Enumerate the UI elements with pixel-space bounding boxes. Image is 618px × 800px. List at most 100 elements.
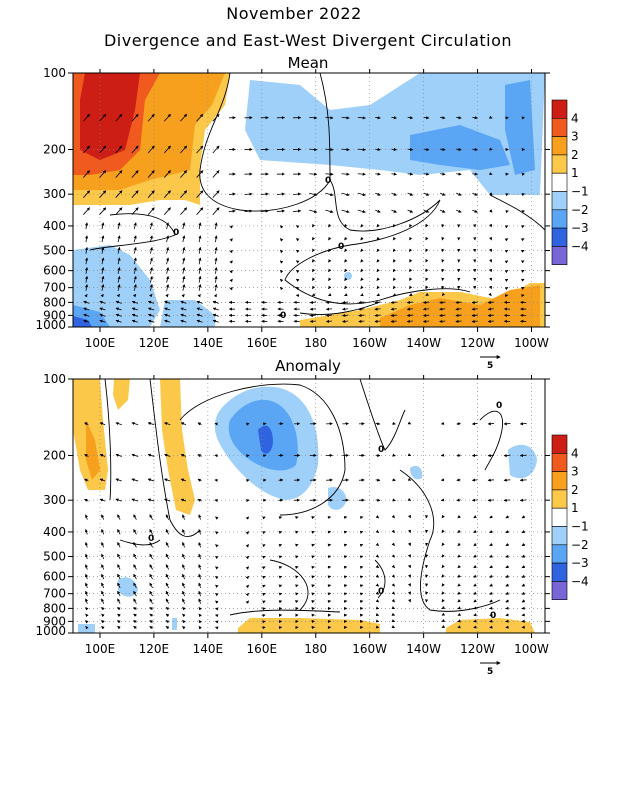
vector-arrow	[166, 257, 170, 265]
vector-arrow	[117, 553, 121, 560]
vector-arrow	[245, 555, 249, 560]
vector-arrow	[311, 555, 315, 559]
vector-arrow	[309, 319, 316, 323]
vector-arrow	[439, 192, 446, 196]
vector-arrow	[196, 170, 204, 178]
vector-arrow	[245, 566, 249, 570]
vector-arrow	[101, 266, 105, 274]
vector-arrow	[295, 543, 299, 547]
vector-arrow	[198, 283, 202, 291]
vector-arrow	[279, 278, 284, 283]
vector-arrow	[343, 584, 348, 588]
vector-arrow	[473, 599, 477, 603]
vector-arrow	[214, 266, 218, 274]
vector-arrow	[117, 564, 121, 570]
vector-arrow	[165, 613, 170, 617]
vector-arrow	[99, 307, 106, 311]
anomaly-conv-region-8	[172, 618, 177, 630]
vector-arrow	[295, 269, 300, 274]
vector-arrow	[312, 248, 316, 253]
vector-arrow	[196, 319, 203, 323]
vector-arrow	[212, 113, 220, 122]
colorbar-label: 4	[571, 111, 579, 125]
vector-arrow	[503, 422, 511, 426]
vector-arrow	[166, 283, 170, 291]
vector-arrow	[441, 236, 445, 241]
vector-arrow	[327, 530, 332, 534]
vector-arrow	[441, 598, 445, 603]
colorbar-label: −4	[571, 574, 589, 588]
y-tick-label: 200	[43, 448, 66, 462]
vector-arrow	[147, 498, 155, 502]
vector-arrow	[425, 223, 429, 228]
vector-arrow	[489, 268, 493, 273]
vector-arrow	[182, 266, 186, 274]
vector-arrow	[149, 257, 153, 265]
anomaly-panel-title: Anomaly	[275, 357, 341, 375]
x-tick-label: 160W	[352, 642, 387, 656]
vector-arrow	[473, 613, 477, 617]
colorbar-swatch	[551, 434, 568, 454]
vector-arrow	[471, 307, 478, 311]
vector-arrow	[164, 422, 171, 426]
vector-arrow	[293, 192, 302, 196]
anomaly-colorbar: 4 3 2 1 −1 −2 −3 −4	[551, 434, 589, 601]
vector-arrow	[278, 555, 283, 559]
vector-arrow	[147, 313, 155, 317]
vector-arrow	[147, 145, 155, 154]
vector-arrow	[228, 192, 236, 196]
vector-arrow	[244, 209, 253, 213]
y-tick-label: 800	[43, 295, 66, 309]
vector-arrow	[147, 207, 155, 215]
vector-arrow	[342, 307, 349, 311]
mean-conv-region-5	[160, 300, 215, 327]
vector-arrow	[505, 565, 509, 569]
vector-arrow	[133, 620, 137, 624]
vector-arrow	[375, 422, 381, 426]
vector-arrow	[407, 564, 411, 569]
vector-arrow	[440, 498, 445, 502]
vector-arrow	[279, 269, 284, 274]
vector-arrow	[312, 258, 316, 263]
vector-arrow	[487, 478, 495, 482]
vector-arrow	[84, 257, 89, 265]
vector-arrow	[311, 565, 315, 569]
vector-arrow	[456, 209, 462, 213]
x-tick-label: 100E	[85, 642, 116, 656]
y-tick-label: 900	[43, 614, 66, 628]
anomaly-plot-frame	[72, 378, 546, 634]
vector-arrow	[391, 192, 397, 196]
vector-arrow	[521, 606, 525, 610]
vector-arrow	[471, 313, 478, 317]
colorbar-swatch	[551, 526, 568, 546]
vector-arrow	[164, 307, 171, 311]
vector-arrow	[503, 478, 511, 482]
vector-arrow	[391, 172, 398, 176]
vector-arrow	[215, 531, 219, 535]
vector-arrow	[101, 275, 105, 283]
vector-arrow	[391, 612, 396, 616]
vector-arrow	[147, 190, 155, 198]
mean-conv-region-1	[245, 73, 545, 195]
vector-arrow	[278, 543, 283, 547]
vector-arrow	[164, 453, 171, 457]
vector-arrow	[376, 259, 380, 263]
vector-arrow	[487, 453, 495, 458]
vector-arrow	[164, 498, 171, 502]
vector-arrow	[343, 600, 348, 604]
vector-arrow	[327, 600, 332, 604]
vector-arrow	[391, 542, 395, 547]
vector-arrow	[163, 207, 171, 215]
vector-arrow	[328, 259, 332, 263]
vector-arrow	[131, 307, 138, 311]
vector-arrow	[133, 283, 137, 291]
vector-arrow	[358, 319, 365, 323]
vector-arrow	[229, 286, 233, 291]
vector-arrow	[407, 497, 412, 501]
vector-arrow	[503, 453, 511, 458]
vector-arrow	[262, 516, 266, 520]
vector-arrow	[456, 172, 462, 176]
vector-arrow	[84, 293, 88, 298]
vector-arrow	[164, 478, 171, 482]
vector-arrow	[520, 249, 525, 253]
